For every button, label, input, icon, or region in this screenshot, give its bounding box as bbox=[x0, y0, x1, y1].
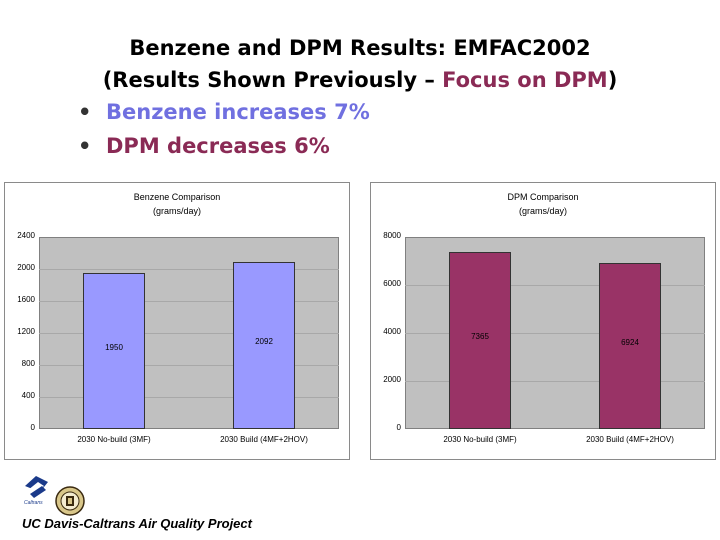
dpm-bar bbox=[599, 262, 661, 429]
dpm-gridline bbox=[405, 381, 705, 382]
benzene-chart-subtitle: (grams/day) bbox=[152, 206, 201, 216]
caltrans-logo-text: Caltrans bbox=[24, 500, 43, 506]
benzene-data-label: 1950 bbox=[105, 343, 123, 353]
dpm-y-tick-label: 8000 bbox=[383, 231, 401, 240]
dpm-y-tick-label: 6000 bbox=[383, 279, 401, 288]
benzene-data-label: 2092 bbox=[255, 336, 273, 346]
caltrans-logo: Caltrans bbox=[24, 476, 48, 506]
benzene-y-tick-label: 1600 bbox=[17, 295, 35, 304]
title-line2-part-a: (Results Shown Previously – bbox=[102, 68, 443, 92]
benzene-chart: Benzene Comparison (grams/day) 0 400 800 12… bbox=[4, 182, 350, 460]
bullet-benzene: • Benzene increases 7% bbox=[78, 100, 370, 124]
bullet-dpm: • DPM decreases 6% bbox=[78, 134, 330, 158]
dpm-data-label: 6924 bbox=[621, 337, 639, 347]
benzene-gridline bbox=[39, 397, 339, 398]
title-line2-focus: Focus on DPM bbox=[442, 68, 608, 92]
dpm-y-tick-label: 4000 bbox=[383, 327, 401, 336]
dpm-chart: DPM Comparison (grams/day) 0 2000 4000 6000… bbox=[370, 182, 716, 460]
dpm-y-tick-label: 0 bbox=[396, 423, 401, 432]
benzene-gridline bbox=[39, 333, 339, 334]
dpm-y-tick-label: 2000 bbox=[383, 375, 401, 384]
bullet-dot-icon: • bbox=[78, 100, 92, 124]
benzene-gridline bbox=[39, 365, 339, 366]
title-line2-part-c: ) bbox=[607, 68, 618, 92]
slide-title-line2: (Results Shown Previously – Focus on DPM… bbox=[0, 68, 720, 92]
benzene-y-tick-label: 0 bbox=[30, 423, 35, 432]
uc-davis-seal bbox=[55, 486, 85, 516]
benzene-gridline bbox=[39, 301, 339, 302]
bullet-dpm-text: DPM decreases 6% bbox=[106, 134, 330, 158]
benzene-bar bbox=[83, 273, 145, 429]
dpm-gridline bbox=[405, 333, 705, 334]
dpm-bar bbox=[449, 252, 511, 429]
benzene-x-tick-label: 2030 No-build (3MF) bbox=[77, 435, 151, 444]
benzene-chart-title: Benzene Comparison bbox=[133, 192, 221, 202]
benzene-x-tick-label: 2030 Build (4MF+2HOV) bbox=[220, 435, 308, 444]
dpm-chart-title: DPM Comparison bbox=[507, 192, 579, 202]
benzene-y-tick-label: 1200 bbox=[17, 327, 35, 336]
dpm-gridline bbox=[405, 285, 705, 286]
dpm-data-label: 7365 bbox=[471, 331, 489, 341]
dpm-x-tick-label: 2030 No-build (3MF) bbox=[443, 435, 517, 444]
dpm-chart-subtitle: (grams/day) bbox=[518, 206, 567, 216]
benzene-bar bbox=[233, 261, 295, 429]
footer-credit: UC Davis-Caltrans Air Quality Project bbox=[22, 516, 252, 531]
benzene-y-tick-label: 2400 bbox=[17, 231, 35, 240]
benzene-y-tick-label: 800 bbox=[21, 359, 35, 368]
benzene-y-tick-label: 2000 bbox=[17, 263, 35, 272]
bullet-benzene-text: Benzene increases 7% bbox=[106, 100, 370, 124]
slide-title-line1: Benzene and DPM Results: EMFAC2002 bbox=[129, 36, 591, 60]
dpm-x-tick-label: 2030 Build (4MF+2HOV) bbox=[586, 435, 674, 444]
bullet-dot-icon: • bbox=[78, 134, 92, 158]
benzene-gridline bbox=[39, 269, 339, 270]
benzene-y-tick-label: 400 bbox=[21, 391, 35, 400]
